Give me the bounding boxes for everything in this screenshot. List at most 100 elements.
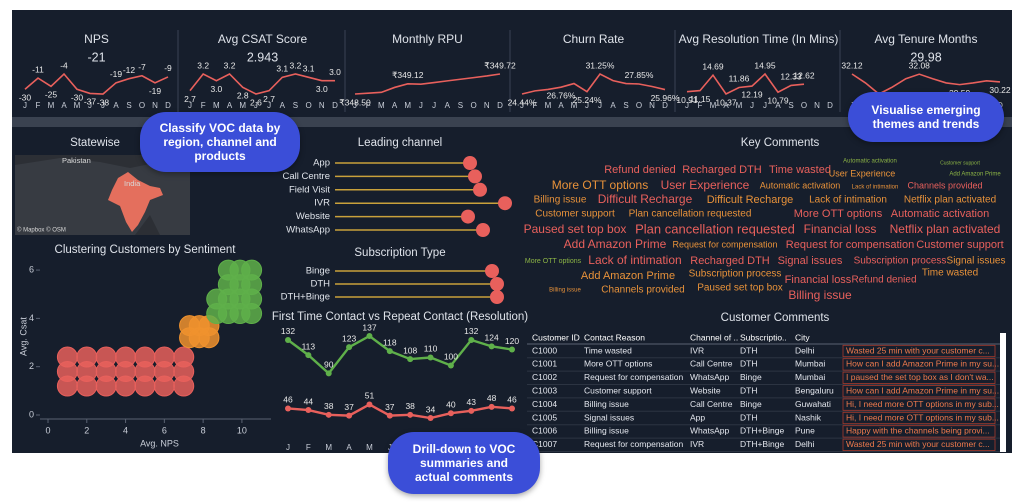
x-tick-label: S	[293, 101, 298, 110]
data-label: -11	[32, 64, 44, 74]
cloud-word: Billing issue	[534, 195, 587, 206]
x-tick-label: 10	[237, 425, 247, 435]
x-tick-label: J	[763, 101, 767, 110]
x-tick-label: J	[520, 101, 524, 110]
x-tick-label: J	[286, 443, 290, 452]
data-label: 26.76%	[547, 90, 576, 100]
point	[346, 412, 353, 419]
x-tick-label: J	[585, 101, 589, 110]
table-cell: Bengaluru	[795, 385, 834, 395]
cloud-word: Time wasted	[769, 164, 831, 176]
kpi-value: 2.943	[247, 50, 278, 64]
data-label: 32.12	[841, 60, 863, 70]
x-tick-label: J	[254, 101, 258, 110]
cloud-word: User Experience	[661, 178, 750, 192]
table-cell: Wasted 25 min with your customer c...	[846, 439, 990, 449]
data-label: 3.1	[303, 64, 315, 74]
data-label: 12.33	[780, 72, 802, 82]
kpi-value: 29.98	[910, 50, 941, 64]
point	[285, 336, 291, 343]
scatter-point	[95, 346, 117, 368]
data-label: 37	[385, 402, 395, 412]
x-tick-label: M	[571, 101, 578, 110]
cloud-word: Customer support	[535, 209, 615, 220]
x-tick-label: F	[36, 101, 41, 110]
x-tick-label: 8	[201, 425, 206, 435]
x-tick-label: M	[213, 101, 220, 110]
data-label: 137	[362, 322, 376, 332]
data-label: -30	[19, 93, 32, 103]
point	[488, 403, 495, 410]
x-tick-label: J	[750, 101, 754, 110]
kpi-separators	[177, 30, 841, 112]
x-tick-label: D	[662, 101, 668, 110]
x-tick-label: M	[710, 101, 717, 110]
table-cell: Happy with the channels being provi...	[846, 426, 990, 436]
point	[346, 344, 353, 351]
point	[427, 354, 434, 361]
data-label: 124	[485, 333, 499, 343]
x-tick-label: 4	[123, 425, 128, 435]
x-tick-label: M	[74, 101, 81, 110]
table-cell: Time wasted	[584, 345, 632, 355]
data-label: 38	[405, 401, 415, 411]
point	[509, 346, 515, 353]
x-tick-label: J	[101, 101, 105, 110]
point	[447, 410, 454, 417]
comment-cell	[842, 344, 996, 358]
table-cell: How can I add Amazon Prime in my su...	[846, 385, 999, 395]
map-region-india	[108, 172, 163, 232]
category-label: Call Centre	[282, 171, 330, 182]
table-cell: IVR	[690, 439, 704, 449]
category-label: App	[313, 158, 330, 169]
data-label: 3.2	[197, 60, 209, 70]
data-label: 10.79	[767, 95, 789, 105]
comment-cell	[842, 358, 996, 371]
x-tick-label: D	[497, 101, 503, 110]
chart-title: Leading channel	[358, 137, 442, 149]
cloud-word: Plan cancellation requested	[629, 209, 752, 220]
point	[427, 415, 434, 421]
x-tick-label: M	[48, 101, 55, 110]
map-label: Pakistan	[62, 156, 91, 165]
x-tick-label: S	[458, 101, 463, 110]
data-label: 110	[424, 344, 438, 354]
data-label: 46	[283, 395, 293, 405]
cloud-word: Customer support	[940, 160, 980, 166]
table-cell: Binge	[740, 399, 762, 409]
map-land	[15, 158, 190, 235]
callout: Drill-down to VOC summaries and actual c…	[388, 432, 540, 494]
y-tick-label: 4	[29, 313, 34, 323]
x-tick-label: N	[814, 101, 820, 110]
data-label: -19	[110, 69, 123, 79]
table-cell: C1004	[532, 399, 557, 409]
scatter-point	[173, 346, 195, 368]
table-cell: DTH+Binge	[740, 439, 784, 449]
line	[354, 73, 501, 95]
table-cell: Customer support	[584, 385, 652, 395]
cloud-word: More OTT options	[525, 258, 582, 265]
lollipop-dot	[490, 277, 504, 291]
table-cell: Delhi	[795, 345, 814, 355]
comment-cell	[842, 385, 996, 398]
column-header: Contact Reason	[584, 332, 645, 342]
lollipop-dot	[476, 223, 490, 237]
x-tick-label: O	[636, 101, 642, 110]
table-cell: Hi, I need more OTT options in my sub...	[846, 399, 999, 409]
x-tick-label: J	[432, 101, 436, 110]
table-cell: Call Centre	[690, 399, 733, 409]
data-label: 3.0	[329, 67, 341, 77]
table-cell: C1000	[532, 345, 557, 355]
x-tick-label: D	[332, 101, 338, 110]
data-label: 38	[324, 401, 334, 411]
data-label: 2.8	[237, 91, 249, 101]
x-tick-label: N	[319, 101, 325, 110]
cloud-word: Add Amazon Prime	[581, 270, 675, 282]
table-cell: Call Centre	[690, 359, 733, 369]
table-cell: Billing issue	[584, 426, 629, 436]
column-header: Customer ID	[532, 332, 580, 342]
data-label: 3.2	[224, 60, 236, 70]
point	[386, 348, 393, 355]
cloud-word: Difficult Recharge	[707, 194, 794, 206]
